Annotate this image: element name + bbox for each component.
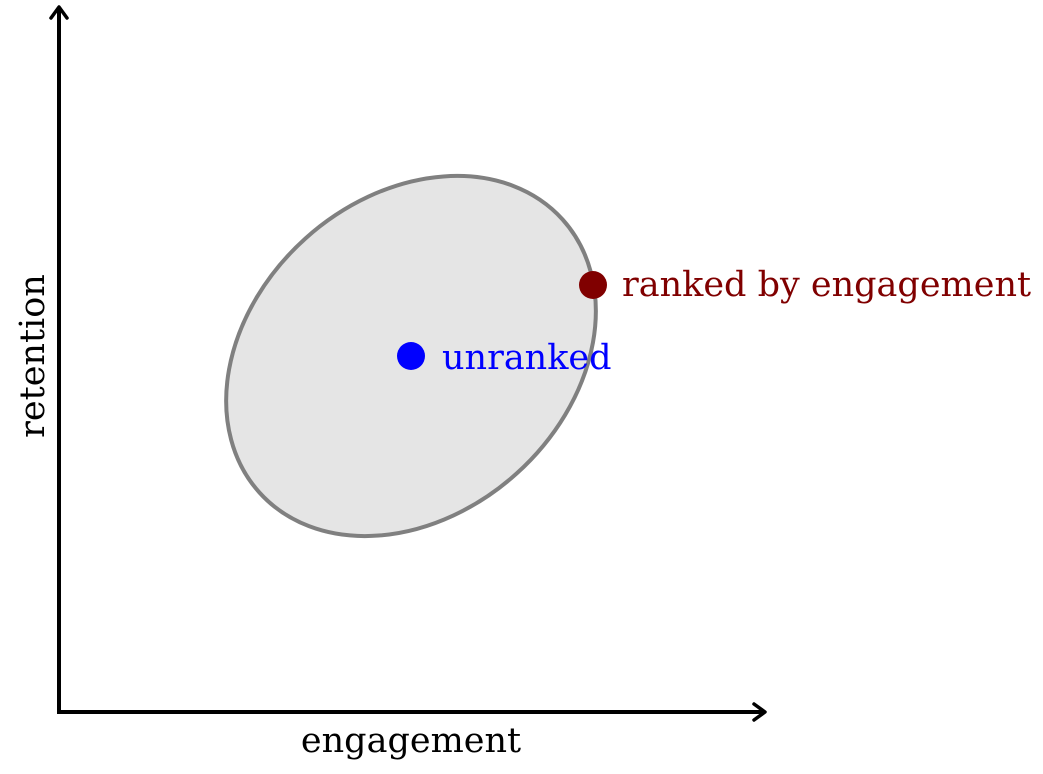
y-axis-arrowhead <box>49 5 69 20</box>
x-axis-arrowhead <box>752 702 767 722</box>
unranked-point <box>397 342 425 370</box>
ranked-label: ranked by engagement <box>622 265 1031 305</box>
x-axis-label: engagement <box>301 721 521 761</box>
y-axis-label: retention <box>13 274 53 438</box>
unranked-label: unranked <box>442 338 612 378</box>
ranked-point <box>579 271 607 299</box>
